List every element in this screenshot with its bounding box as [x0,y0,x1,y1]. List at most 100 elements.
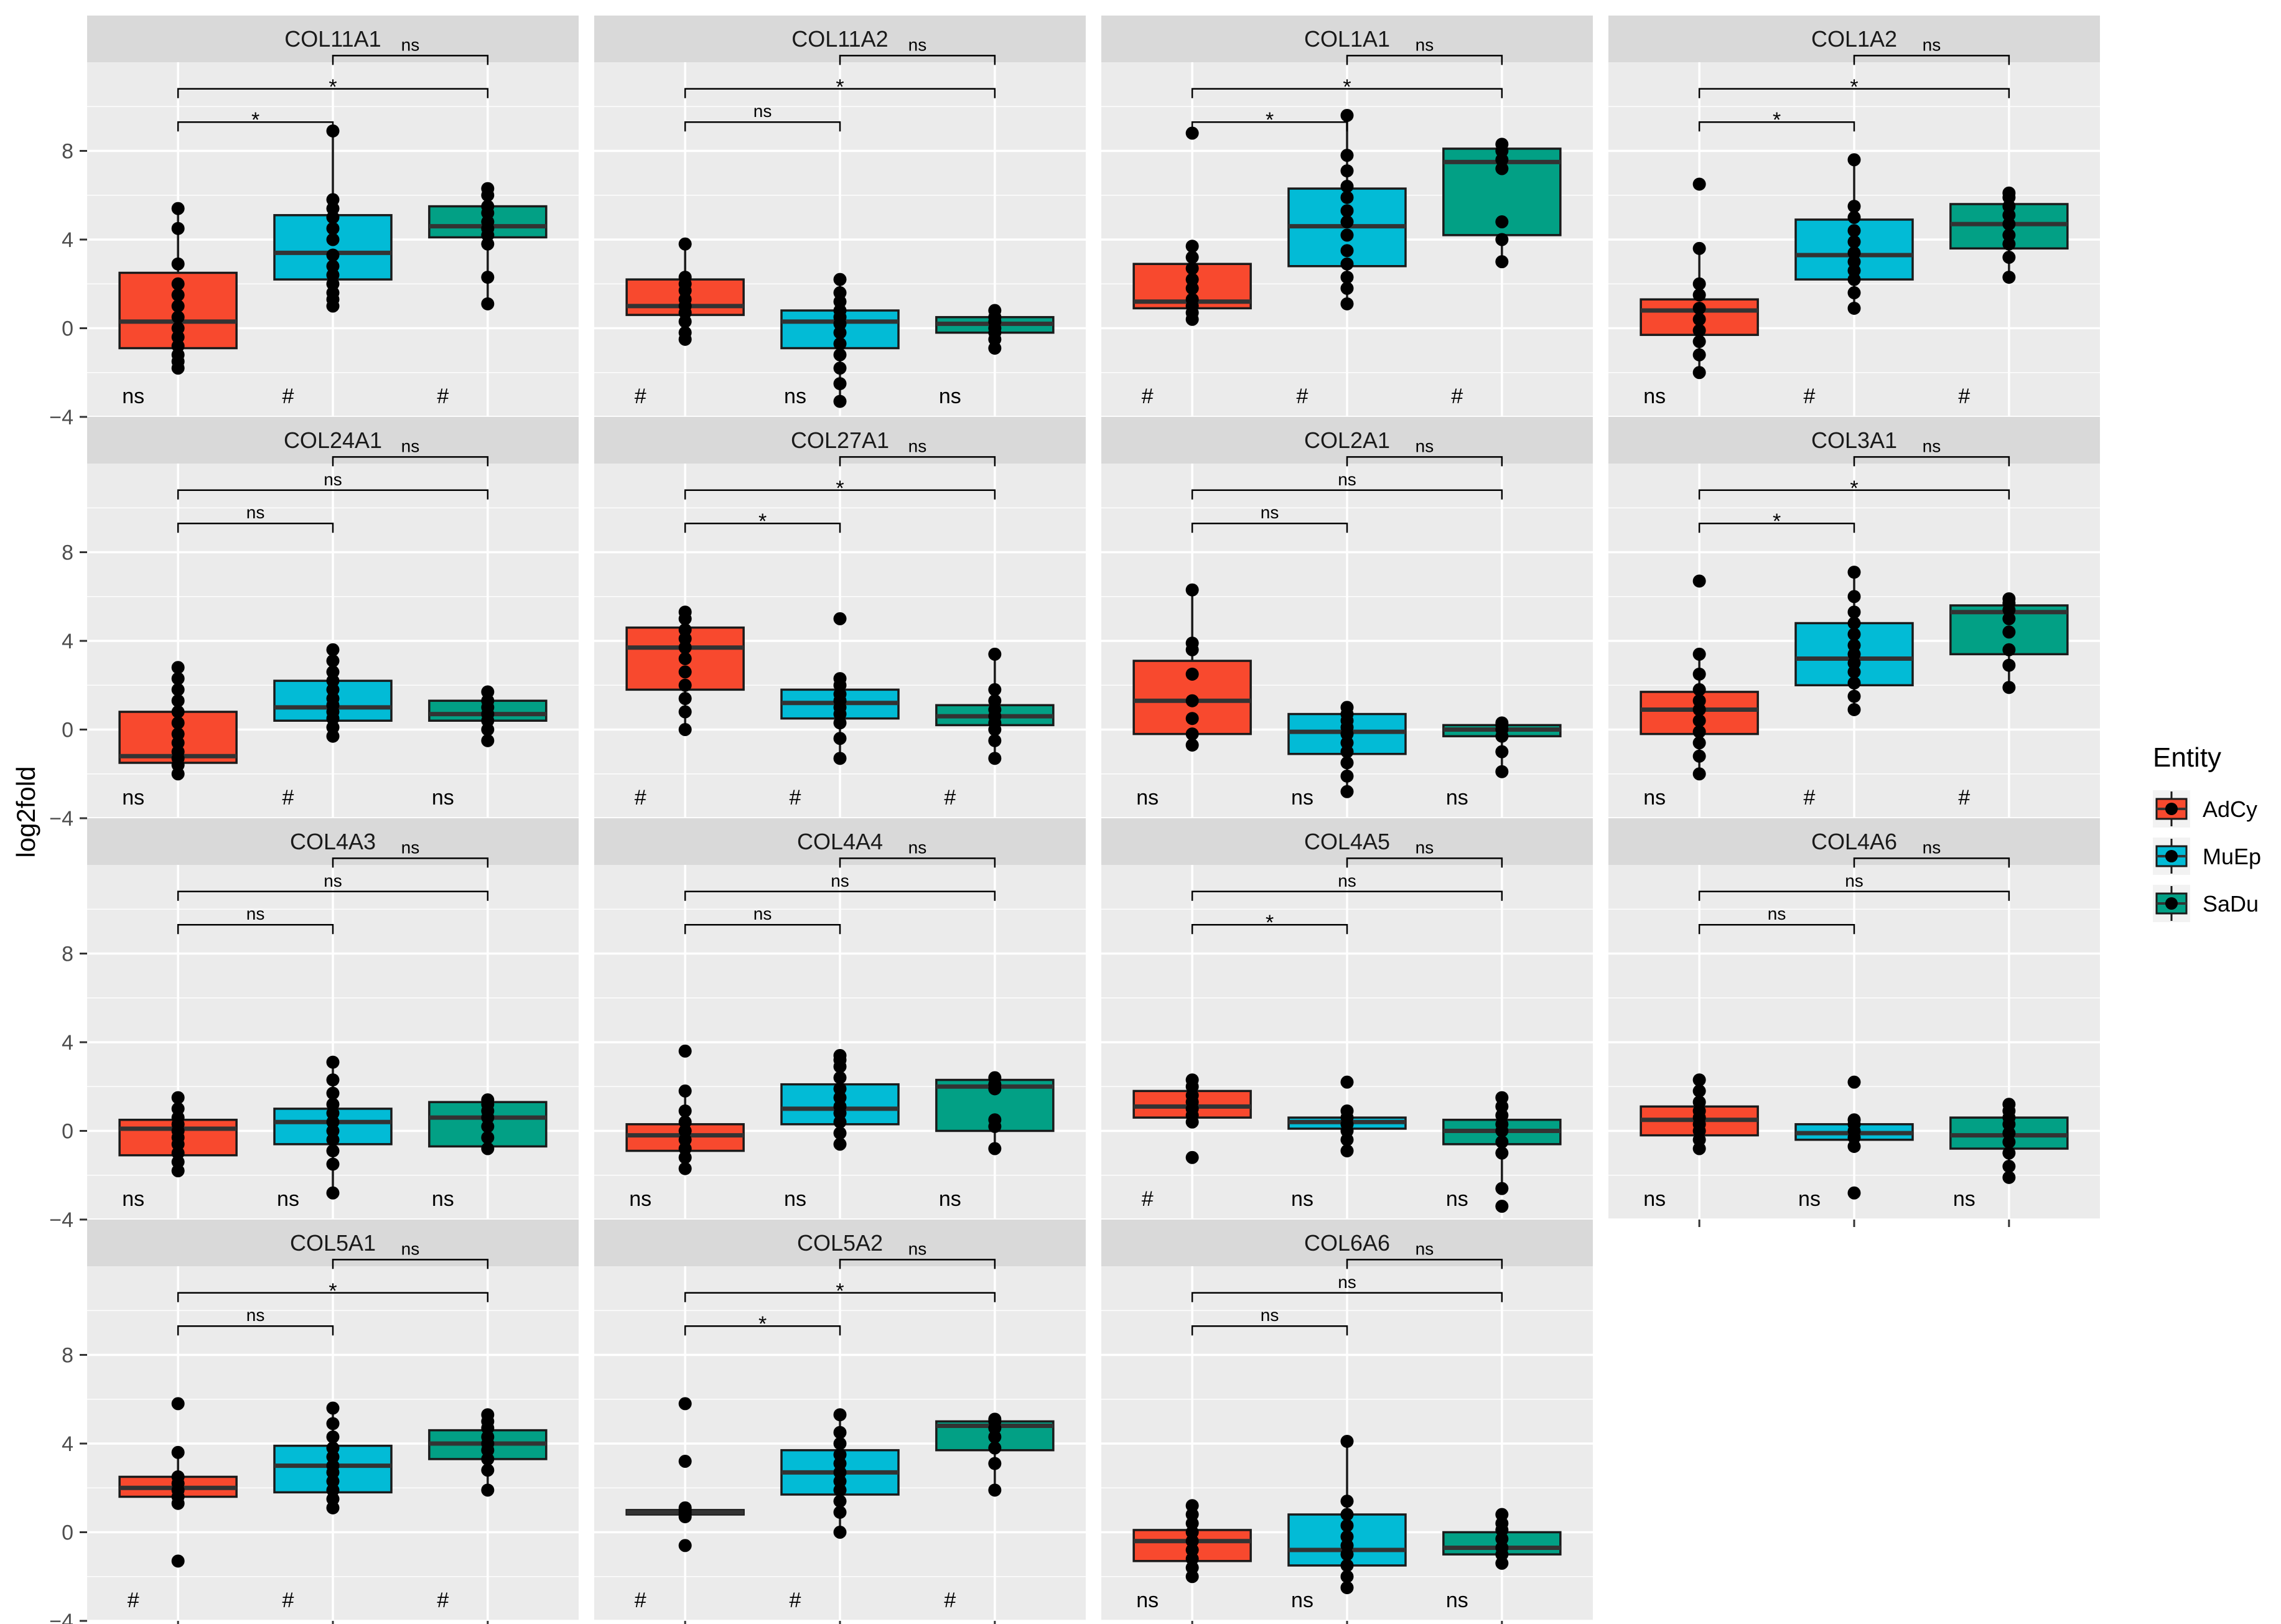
significance-label: ns [1768,904,1786,923]
significance-bracket [684,489,996,500]
strip-col4a3 [87,818,579,865]
group-annotation: ns [1446,1187,1468,1211]
legend-key-sadu [2153,885,2190,922]
significance-bracket [684,522,841,533]
data-point [1847,210,1861,224]
data-point [1847,224,1861,238]
data-point [2002,643,2016,656]
y-tick-label: −4 [49,1610,73,1624]
panel-col6a6: COL6A6 ns ns ns ns ns ns [1101,1220,1593,1622]
group-annotation: # [1804,385,1816,408]
data-point [1692,241,1706,255]
data-point [1692,1084,1706,1098]
data-point [1495,765,1509,778]
strip-col1a2 [1608,16,2100,62]
significance-bracket [684,88,996,98]
data-point [1692,177,1706,191]
panel-col5a2: COL5A2 ns * * # # # [594,1220,1086,1622]
data-point [1692,335,1706,348]
data-point [833,1082,847,1096]
data-point [1185,694,1199,707]
significance-bracket [177,1325,334,1336]
data-point [833,362,847,375]
data-point [481,182,495,195]
data-point [1692,1073,1706,1087]
significance-bracket [1698,923,1855,935]
significance-bracket [1191,923,1348,935]
data-point [1495,215,1509,228]
significance-label: * [329,1279,337,1303]
data-point [1495,1508,1509,1521]
data-point [171,683,185,696]
legend-point [2165,897,2178,910]
data-point [1340,1581,1354,1595]
data-point [833,752,847,765]
group-annotation: ns [432,1187,454,1211]
panel-title: COL4A6 [1811,829,1897,854]
panel-col2a1: COL2A1 ns ns ns ns ns ns [1101,417,1593,819]
significance-label: ns [324,871,342,890]
data-point [833,1448,847,1462]
panel-title: COL27A1 [791,427,889,453]
panel-col3a1: COL3A1 ns * * ns # # [1608,417,2100,819]
data-point [1495,745,1509,758]
group-annotation: ns [1953,1187,1975,1211]
group-annotation: # [944,786,956,810]
data-point [1847,617,1861,630]
data-point [1340,149,1354,162]
y-tick-label: 0 [62,317,73,341]
data-point [1495,138,1509,151]
data-point [988,1483,1002,1497]
significance-label: ns [1923,838,1941,857]
data-point [833,1526,847,1539]
group-annotation: # [635,786,646,810]
data-point [481,1093,495,1107]
legend-point [2165,850,2178,862]
data-point [171,1445,185,1459]
y-tick-label: 4 [62,1432,73,1456]
significance-bracket [1191,121,1348,132]
significance-label: ns [246,503,265,522]
y-tick-label: 8 [62,1344,73,1368]
significance-bracket [1346,456,1503,467]
data-point [678,1084,692,1098]
data-point [171,1091,185,1104]
data-point [171,672,185,686]
panel-col1a2: COL1A2 ns * * ns # # [1608,16,2100,418]
strip-col4a4 [594,818,1086,865]
data-point [326,1417,340,1430]
y-tick-label: 4 [62,630,73,653]
data-point [678,1115,692,1129]
data-point [678,678,692,692]
panel-title: COL3A1 [1811,427,1897,453]
panel-title: COL24A1 [284,427,382,453]
legend-label: MuEp [2203,844,2261,869]
significance-bracket [177,1292,489,1302]
data-point [988,1142,1002,1155]
legend-label: SaDu [2203,891,2259,917]
data-point [1847,1186,1861,1200]
data-point [988,1441,1002,1455]
data-point [1847,301,1861,315]
data-point [171,705,185,719]
data-point [1340,204,1354,218]
data-point [1495,1135,1509,1149]
y-tick-label: 0 [62,1120,73,1144]
data-point [1847,689,1861,703]
legend-key-muep [2153,838,2190,875]
data-point [988,647,1002,661]
data-point [1185,292,1199,306]
significance-bracket [684,1292,996,1302]
group-annotation: ns [277,1187,299,1211]
significance-bracket [1698,489,2010,500]
data-point [1185,273,1199,286]
data-point [678,1397,692,1411]
panel-col1a1: COL1A1 ns * * # # # [1101,16,1593,418]
group-annotation: # [1958,786,1970,810]
data-point [678,1501,692,1514]
data-point [1340,244,1354,258]
significance-bracket [1191,489,1503,500]
significance-label: ns [401,35,420,54]
data-point [1340,1519,1354,1533]
data-point [1340,228,1354,242]
